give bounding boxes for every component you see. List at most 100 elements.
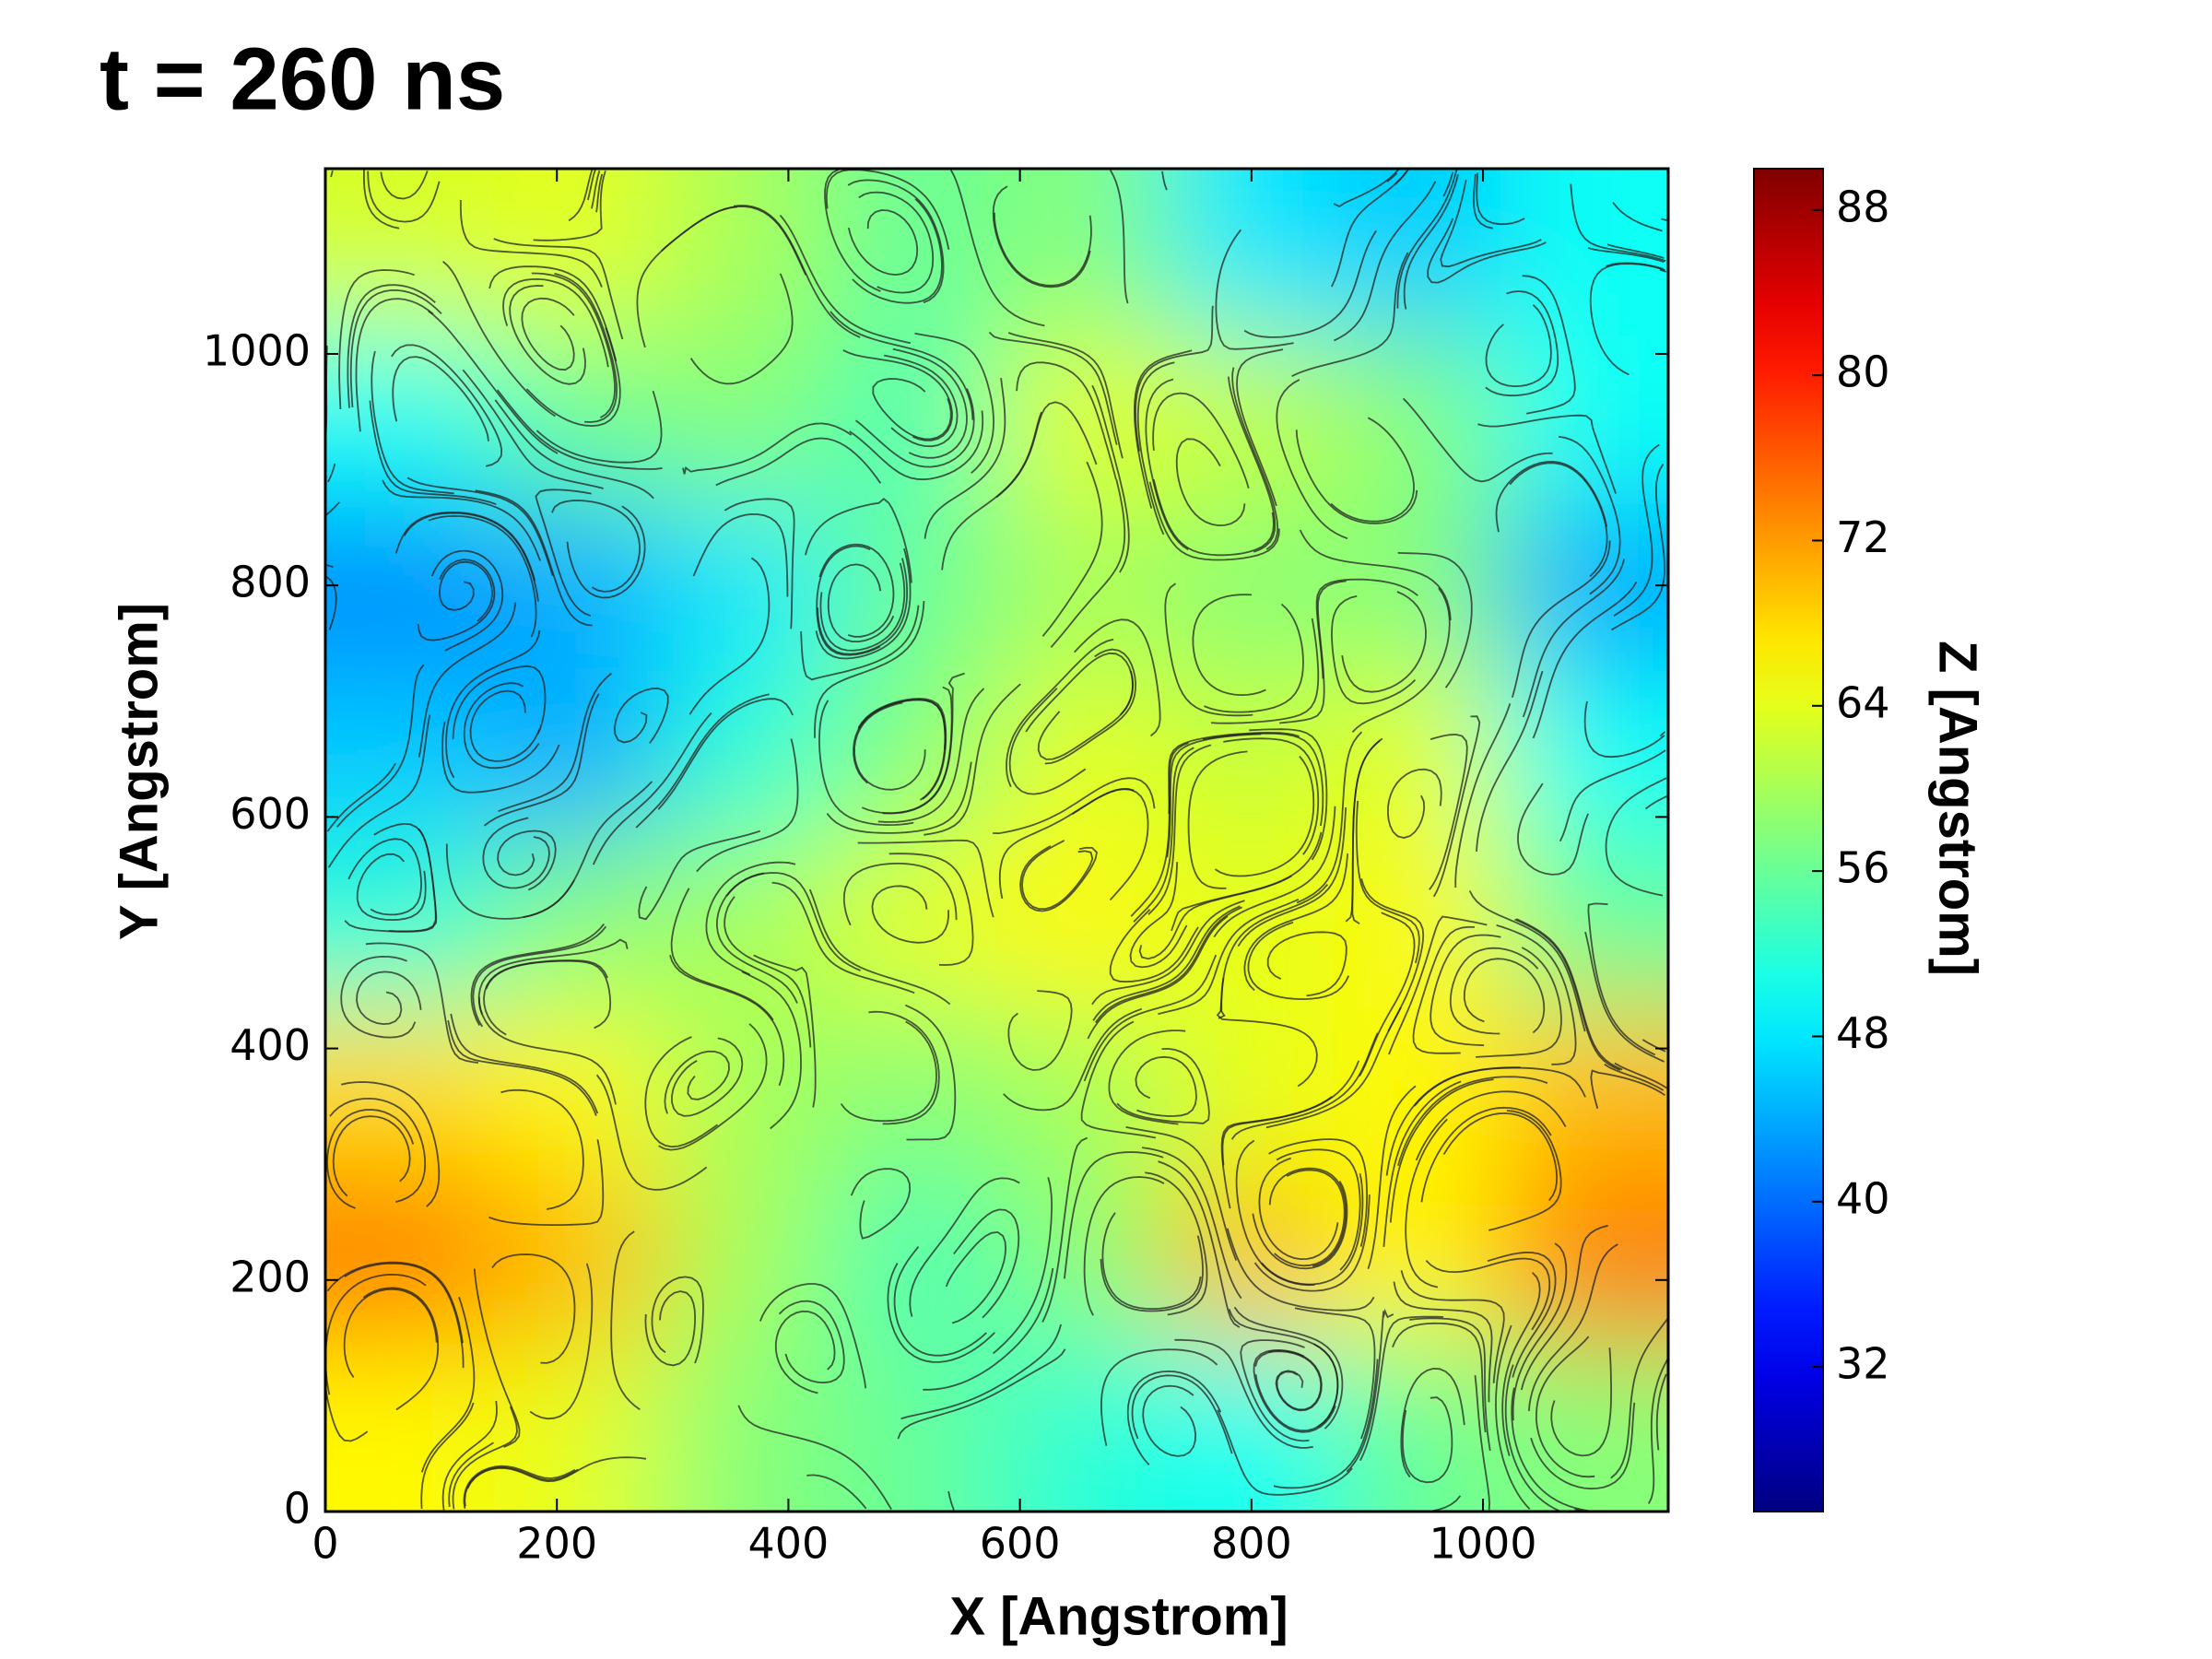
streamline [689, 273, 794, 385]
heatmap-cell [829, 840, 997, 1008]
streamline [1265, 1006, 1402, 1129]
streamline [998, 787, 1135, 900]
streamline [327, 464, 336, 483]
streamline [855, 388, 975, 468]
streamline [1647, 1358, 1668, 1504]
heatmap-cell [1164, 1343, 1333, 1512]
heatmap-cell [661, 169, 830, 337]
streamline [1109, 170, 1129, 304]
streamline [1427, 218, 1547, 284]
streamline [1504, 1364, 1560, 1512]
streamline [651, 1276, 704, 1364]
streamline [1094, 906, 1242, 1023]
heatmap-cell [1500, 1007, 1668, 1176]
streamline [1386, 768, 1442, 840]
heatmap-cell [661, 1343, 830, 1512]
streamline [448, 1441, 494, 1507]
streamline [1041, 1136, 1088, 1323]
streamline [800, 605, 920, 681]
streamline [1019, 845, 1098, 912]
streamline [1230, 1032, 1379, 1140]
streamline [664, 1050, 730, 1114]
streamline [392, 356, 489, 441]
streamline [591, 171, 601, 209]
x-axis-label: X [Angstrom] [949, 1586, 1288, 1646]
streamline [441, 722, 560, 794]
streamline [872, 378, 952, 441]
streamline [715, 437, 882, 487]
streamline [1171, 831, 1323, 932]
streamline [327, 714, 431, 868]
streamline [638, 830, 761, 921]
colorbar-label: Z [Angstrom] [1928, 641, 1988, 976]
streamline [452, 1406, 518, 1510]
streamline [819, 562, 906, 652]
heatmap-cell [996, 1175, 1165, 1344]
streamline [840, 1020, 937, 1123]
streamline [636, 206, 737, 348]
streamline [1397, 1076, 1548, 1167]
streamline [417, 559, 496, 641]
streamline [592, 712, 712, 865]
streamline [1412, 925, 1476, 1054]
heatmap-cell [996, 504, 1165, 673]
streamline [1360, 878, 1425, 1032]
streamline [442, 261, 556, 418]
streamline [1351, 587, 1451, 734]
colorbar-tick-label: 48 [1836, 1008, 1890, 1058]
streamline [671, 1037, 744, 1117]
streamline [325, 1386, 369, 1442]
streamline [1041, 461, 1103, 637]
streamline [340, 955, 417, 1039]
streamline [1092, 905, 1241, 1021]
heatmap-cell [493, 672, 662, 841]
streamline [1415, 1090, 1567, 1161]
heatmap-cell [325, 840, 494, 1008]
streamline [1273, 1359, 1379, 1489]
streamline [1655, 1373, 1667, 1451]
streamline [1291, 252, 1409, 378]
streamline [521, 297, 575, 371]
streamline [868, 1010, 940, 1125]
heatmap-cell [1500, 336, 1668, 505]
streamline [1249, 728, 1328, 861]
streamline [994, 212, 1092, 287]
streamline [1237, 806, 1347, 947]
streamline [1003, 1007, 1143, 1112]
streamline [826, 761, 972, 834]
streamline [1485, 304, 1552, 388]
streamline [953, 1208, 1020, 1319]
streamline [1400, 1367, 1465, 1478]
streamline [347, 284, 436, 408]
streamline [1100, 1235, 1204, 1312]
streamline [1296, 731, 1363, 904]
heatmap-cell [829, 169, 997, 337]
streamline [1145, 1171, 1208, 1316]
streamline [1174, 1338, 1313, 1449]
heatmap-cell [661, 504, 830, 673]
streamline [1454, 703, 1512, 888]
heatmap-cell [1332, 840, 1500, 1008]
streamline [463, 682, 540, 770]
streamline [733, 205, 861, 338]
x-tick-label: 200 [516, 1519, 597, 1569]
streamline [1074, 618, 1161, 737]
heatmap-cell [1164, 169, 1333, 337]
streamline [394, 511, 536, 582]
streamline [847, 209, 919, 276]
heatmap-cell [493, 1175, 662, 1344]
streamline [325, 575, 337, 630]
streamline [477, 996, 617, 1105]
streamline [1382, 1080, 1462, 1247]
streamline [1268, 1138, 1369, 1247]
streamline [808, 888, 951, 1006]
heatmap-cell [1332, 504, 1500, 673]
streamline [1485, 290, 1559, 397]
streamline [1440, 180, 1542, 268]
y-tick-label: 1000 [203, 325, 311, 375]
streamline [1007, 990, 1073, 1071]
heatmap-cell [996, 1343, 1165, 1512]
streamline [438, 560, 494, 622]
streamline [1087, 915, 1229, 1040]
